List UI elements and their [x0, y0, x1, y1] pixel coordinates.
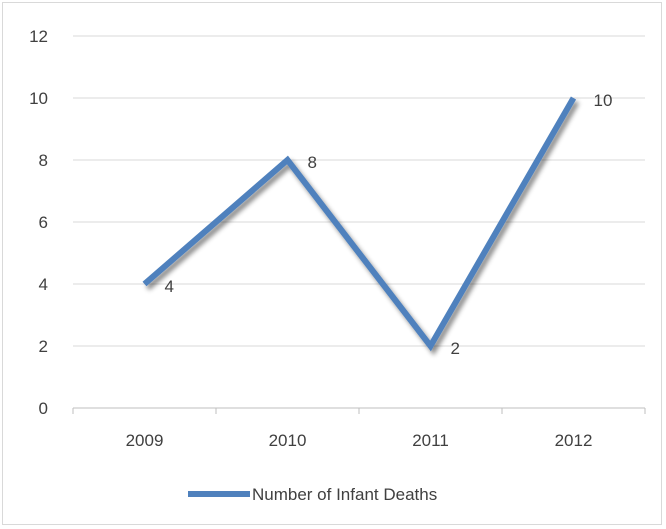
y-tick-label: 12: [29, 27, 48, 46]
y-tick-label: 4: [39, 275, 48, 294]
y-tick-label: 8: [39, 151, 48, 170]
y-tick-label: 2: [39, 337, 48, 356]
x-tick-label: 2009: [126, 431, 164, 450]
gridlines: [73, 35, 645, 347]
series-lines: [142, 96, 577, 352]
x-tick-label: 2012: [555, 431, 593, 450]
x-axis-tick-labels: 2009 2010 2011 2012: [126, 431, 593, 450]
data-label: 8: [308, 153, 317, 172]
x-tick-label: 2011: [412, 431, 449, 450]
y-tick-label: 6: [39, 213, 48, 232]
legend-label: Number of Infant Deaths: [252, 485, 437, 504]
series-line: [142, 96, 577, 352]
data-labels: 4 8 2 10: [165, 91, 613, 358]
y-axis-tick-labels: 0 2 4 6 8 10 12: [29, 27, 48, 418]
x-tick-label: 2010: [269, 431, 307, 450]
legend: Number of Infant Deaths: [188, 485, 437, 504]
data-label: 4: [165, 277, 174, 296]
data-label: 10: [594, 91, 613, 110]
chart-frame: [2, 2, 662, 525]
y-tick-label: 10: [29, 89, 48, 108]
axes: [72, 407, 646, 414]
data-label: 2: [451, 339, 460, 358]
y-tick-label: 0: [39, 399, 48, 418]
